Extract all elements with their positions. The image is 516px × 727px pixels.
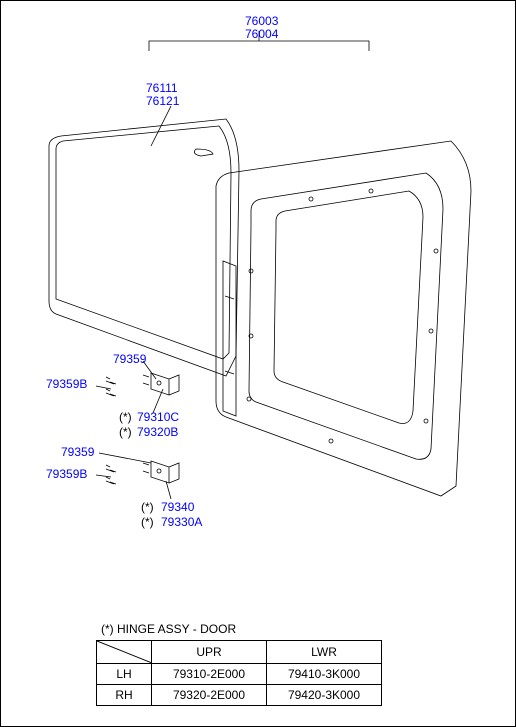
- hinge-table-section: (*) HINGE ASSY - DOOR UPR LWR LH 79310-2…: [96, 622, 382, 706]
- part-label-79340: 79340: [161, 500, 194, 514]
- cell: 79420-3K000: [267, 684, 382, 705]
- hinge-table: UPR LWR LH 79310-2E000 79410-3K000 RH 79…: [96, 640, 382, 706]
- row-label-rh: RH: [97, 684, 152, 705]
- asterisk-mark: (*): [119, 425, 132, 439]
- cell: 79410-3K000: [267, 663, 382, 684]
- table-corner-cell: [97, 641, 152, 664]
- asterisk-mark: (*): [119, 410, 132, 424]
- cell: 79310-2E000: [152, 663, 267, 684]
- part-label-79310c: 79310C: [137, 410, 179, 424]
- part-label-79330a: 79330A: [161, 515, 202, 529]
- col-lwr: LWR: [267, 641, 382, 664]
- part-label-79359-lower: 79359: [61, 445, 94, 459]
- table-row: LH 79310-2E000 79410-3K000: [97, 663, 382, 684]
- exploded-diagram: [1, 1, 516, 601]
- part-label-79359b-lower: 79359B: [46, 467, 87, 481]
- asterisk-mark: (*): [141, 515, 154, 529]
- part-label-76004: 76004: [245, 27, 278, 41]
- table-header-row: UPR LWR: [97, 641, 382, 664]
- part-label-76003: 76003: [245, 14, 278, 28]
- row-label-lh: LH: [97, 663, 152, 684]
- part-label-79320b: 79320B: [137, 425, 178, 439]
- part-label-76111: 76111: [146, 81, 178, 95]
- table-title: (*) HINGE ASSY - DOOR: [101, 622, 382, 636]
- table-row: RH 79320-2E000 79420-3K000: [97, 684, 382, 705]
- cell: 79320-2E000: [152, 684, 267, 705]
- col-upr: UPR: [152, 641, 267, 664]
- part-label-76121: 76121: [146, 94, 179, 108]
- part-label-79359b-upper: 79359B: [46, 377, 87, 391]
- asterisk-mark: (*): [141, 500, 154, 514]
- part-label-79359-upper: 79359: [113, 352, 146, 366]
